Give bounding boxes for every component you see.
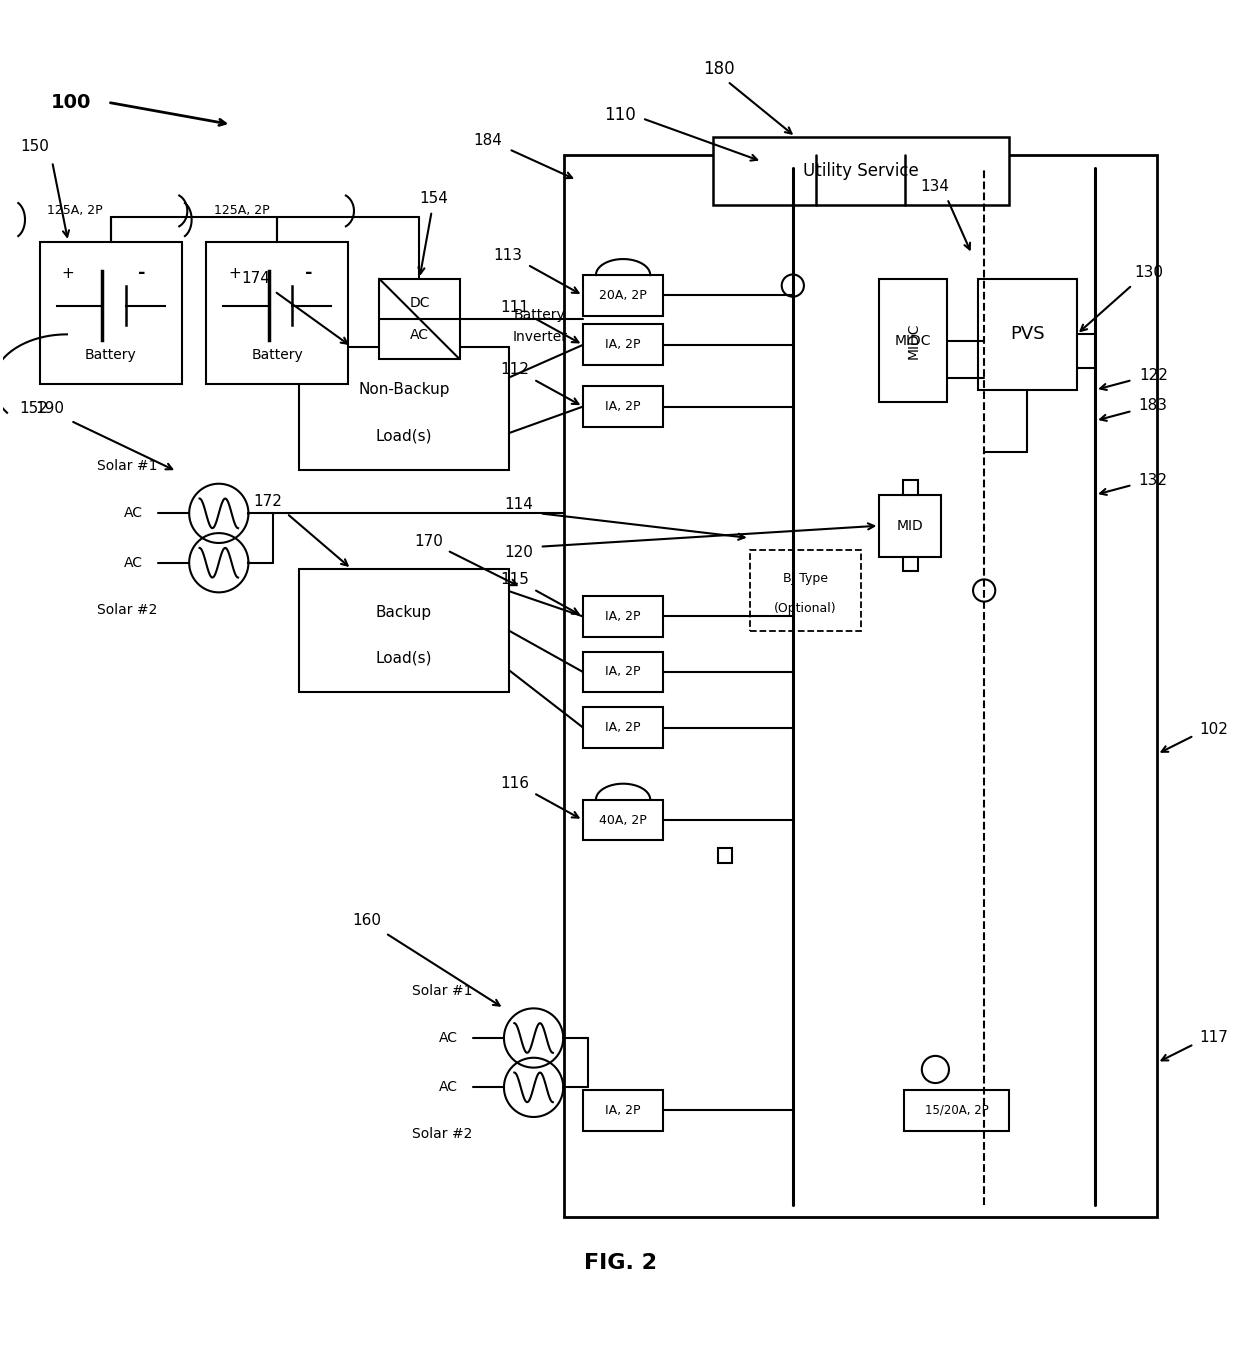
Text: AC: AC <box>124 556 143 570</box>
FancyBboxPatch shape <box>583 275 663 316</box>
FancyBboxPatch shape <box>713 137 1009 205</box>
Text: 110: 110 <box>604 106 636 124</box>
Text: 170: 170 <box>414 534 443 549</box>
Text: 180: 180 <box>703 60 734 78</box>
Circle shape <box>921 1055 949 1083</box>
Text: IA, 2P: IA, 2P <box>605 609 641 623</box>
FancyBboxPatch shape <box>718 847 733 862</box>
Text: FIG. 2: FIG. 2 <box>584 1253 656 1273</box>
FancyBboxPatch shape <box>583 707 663 748</box>
Text: 102: 102 <box>1199 722 1228 737</box>
FancyBboxPatch shape <box>879 495 941 556</box>
FancyBboxPatch shape <box>904 1089 1009 1130</box>
Text: MIDC: MIDC <box>906 322 920 359</box>
Text: 40A, 2P: 40A, 2P <box>599 813 647 827</box>
Text: IA, 2P: IA, 2P <box>605 665 641 679</box>
FancyBboxPatch shape <box>879 279 947 403</box>
FancyBboxPatch shape <box>583 386 663 427</box>
Text: 154: 154 <box>420 190 449 207</box>
Text: AC: AC <box>439 1031 458 1044</box>
Text: 117: 117 <box>1199 1031 1228 1046</box>
FancyBboxPatch shape <box>583 1089 663 1130</box>
Text: IA, 2P: IA, 2P <box>605 721 641 734</box>
FancyBboxPatch shape <box>903 480 918 495</box>
Text: 15/20A, 2P: 15/20A, 2P <box>925 1104 988 1117</box>
Text: 20A, 2P: 20A, 2P <box>599 288 647 302</box>
Circle shape <box>973 579 996 601</box>
Text: +: + <box>228 265 242 280</box>
Text: Battery: Battery <box>84 348 136 362</box>
FancyBboxPatch shape <box>379 279 460 359</box>
Text: 125A, 2P: 125A, 2P <box>47 204 103 218</box>
FancyBboxPatch shape <box>299 568 508 692</box>
Text: Battery: Battery <box>252 348 304 362</box>
Text: Inverter: Inverter <box>512 329 567 344</box>
Text: -: - <box>139 264 146 282</box>
FancyBboxPatch shape <box>40 242 182 384</box>
Text: Battery: Battery <box>513 307 565 322</box>
FancyBboxPatch shape <box>750 551 861 631</box>
FancyBboxPatch shape <box>583 596 663 636</box>
Text: -: - <box>305 264 312 282</box>
Text: 113: 113 <box>494 249 522 264</box>
Text: Solar #2: Solar #2 <box>97 602 157 616</box>
Text: Load(s): Load(s) <box>376 428 433 443</box>
Text: 174: 174 <box>242 271 270 287</box>
FancyBboxPatch shape <box>564 155 1157 1217</box>
Text: 190: 190 <box>35 401 64 416</box>
Text: AC: AC <box>439 1080 458 1095</box>
Text: 114: 114 <box>505 498 533 513</box>
Text: 120: 120 <box>505 545 533 560</box>
Text: (Optional): (Optional) <box>774 601 837 615</box>
Text: +: + <box>62 265 74 280</box>
Text: 132: 132 <box>1138 472 1168 487</box>
Text: Backup: Backup <box>376 605 432 620</box>
Text: 184: 184 <box>474 133 502 148</box>
Text: DC: DC <box>409 296 429 310</box>
Text: 134: 134 <box>920 178 950 193</box>
Text: Solar #1: Solar #1 <box>97 460 157 473</box>
Circle shape <box>781 275 804 296</box>
Text: Load(s): Load(s) <box>376 650 433 665</box>
Text: PVS: PVS <box>1011 325 1044 343</box>
Text: IA, 2P: IA, 2P <box>605 400 641 413</box>
Text: 100: 100 <box>51 92 91 112</box>
Text: BJ Type: BJ Type <box>782 573 827 585</box>
FancyBboxPatch shape <box>583 325 663 366</box>
Text: AC: AC <box>124 506 143 521</box>
Text: 112: 112 <box>501 362 529 377</box>
Text: 115: 115 <box>501 573 529 588</box>
Text: 116: 116 <box>501 775 529 790</box>
Text: 160: 160 <box>352 913 382 929</box>
Text: Utility Service: Utility Service <box>802 162 919 180</box>
Text: 125A, 2P: 125A, 2P <box>213 204 269 218</box>
Text: MIDC: MIDC <box>895 333 931 348</box>
Text: 150: 150 <box>20 139 50 154</box>
Text: 172: 172 <box>254 494 283 509</box>
FancyBboxPatch shape <box>978 279 1076 390</box>
Text: 152: 152 <box>19 401 48 416</box>
Text: AC: AC <box>410 328 429 341</box>
Text: Solar #2: Solar #2 <box>412 1127 472 1141</box>
Text: 122: 122 <box>1138 367 1168 382</box>
Text: Solar #1: Solar #1 <box>412 985 472 998</box>
Text: 111: 111 <box>501 301 529 316</box>
FancyBboxPatch shape <box>903 556 918 571</box>
Text: 130: 130 <box>1133 265 1163 280</box>
FancyBboxPatch shape <box>583 800 663 840</box>
Text: IA, 2P: IA, 2P <box>605 339 641 351</box>
Text: 183: 183 <box>1138 398 1168 413</box>
Text: IA, 2P: IA, 2P <box>605 1104 641 1117</box>
Text: MID: MID <box>897 518 924 533</box>
FancyBboxPatch shape <box>583 651 663 692</box>
FancyBboxPatch shape <box>207 242 348 384</box>
FancyBboxPatch shape <box>299 347 508 471</box>
Text: Non-Backup: Non-Backup <box>358 382 450 397</box>
